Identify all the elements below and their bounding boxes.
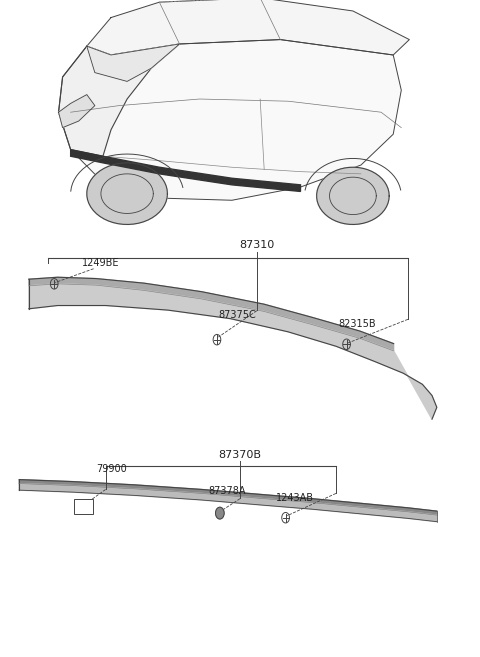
Polygon shape: [87, 163, 168, 225]
Polygon shape: [29, 277, 394, 351]
Text: 87370B: 87370B: [218, 450, 262, 460]
Polygon shape: [87, 44, 180, 81]
Polygon shape: [19, 484, 437, 522]
Text: 1249BE: 1249BE: [82, 258, 119, 268]
Polygon shape: [317, 168, 389, 225]
Bar: [74, 499, 93, 514]
Polygon shape: [29, 284, 437, 419]
Circle shape: [216, 507, 224, 519]
Polygon shape: [71, 150, 300, 191]
Polygon shape: [19, 480, 437, 515]
Text: 87378A: 87378A: [209, 486, 246, 496]
Text: 87375C: 87375C: [218, 310, 256, 320]
Text: 79900: 79900: [96, 464, 127, 474]
Text: 87310: 87310: [239, 240, 275, 250]
Polygon shape: [59, 95, 95, 127]
Polygon shape: [59, 44, 180, 156]
Text: 1243AB: 1243AB: [276, 493, 314, 503]
Polygon shape: [59, 39, 401, 200]
Text: 82315B: 82315B: [338, 319, 376, 328]
Polygon shape: [87, 0, 409, 55]
